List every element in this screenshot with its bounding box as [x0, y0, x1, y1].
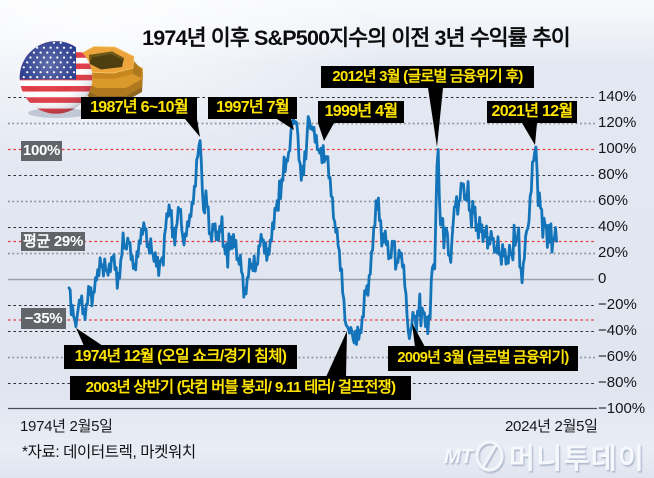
svg-text:머니투데이: 머니투데이: [509, 443, 645, 474]
svg-text:MT: MT: [444, 446, 475, 468]
